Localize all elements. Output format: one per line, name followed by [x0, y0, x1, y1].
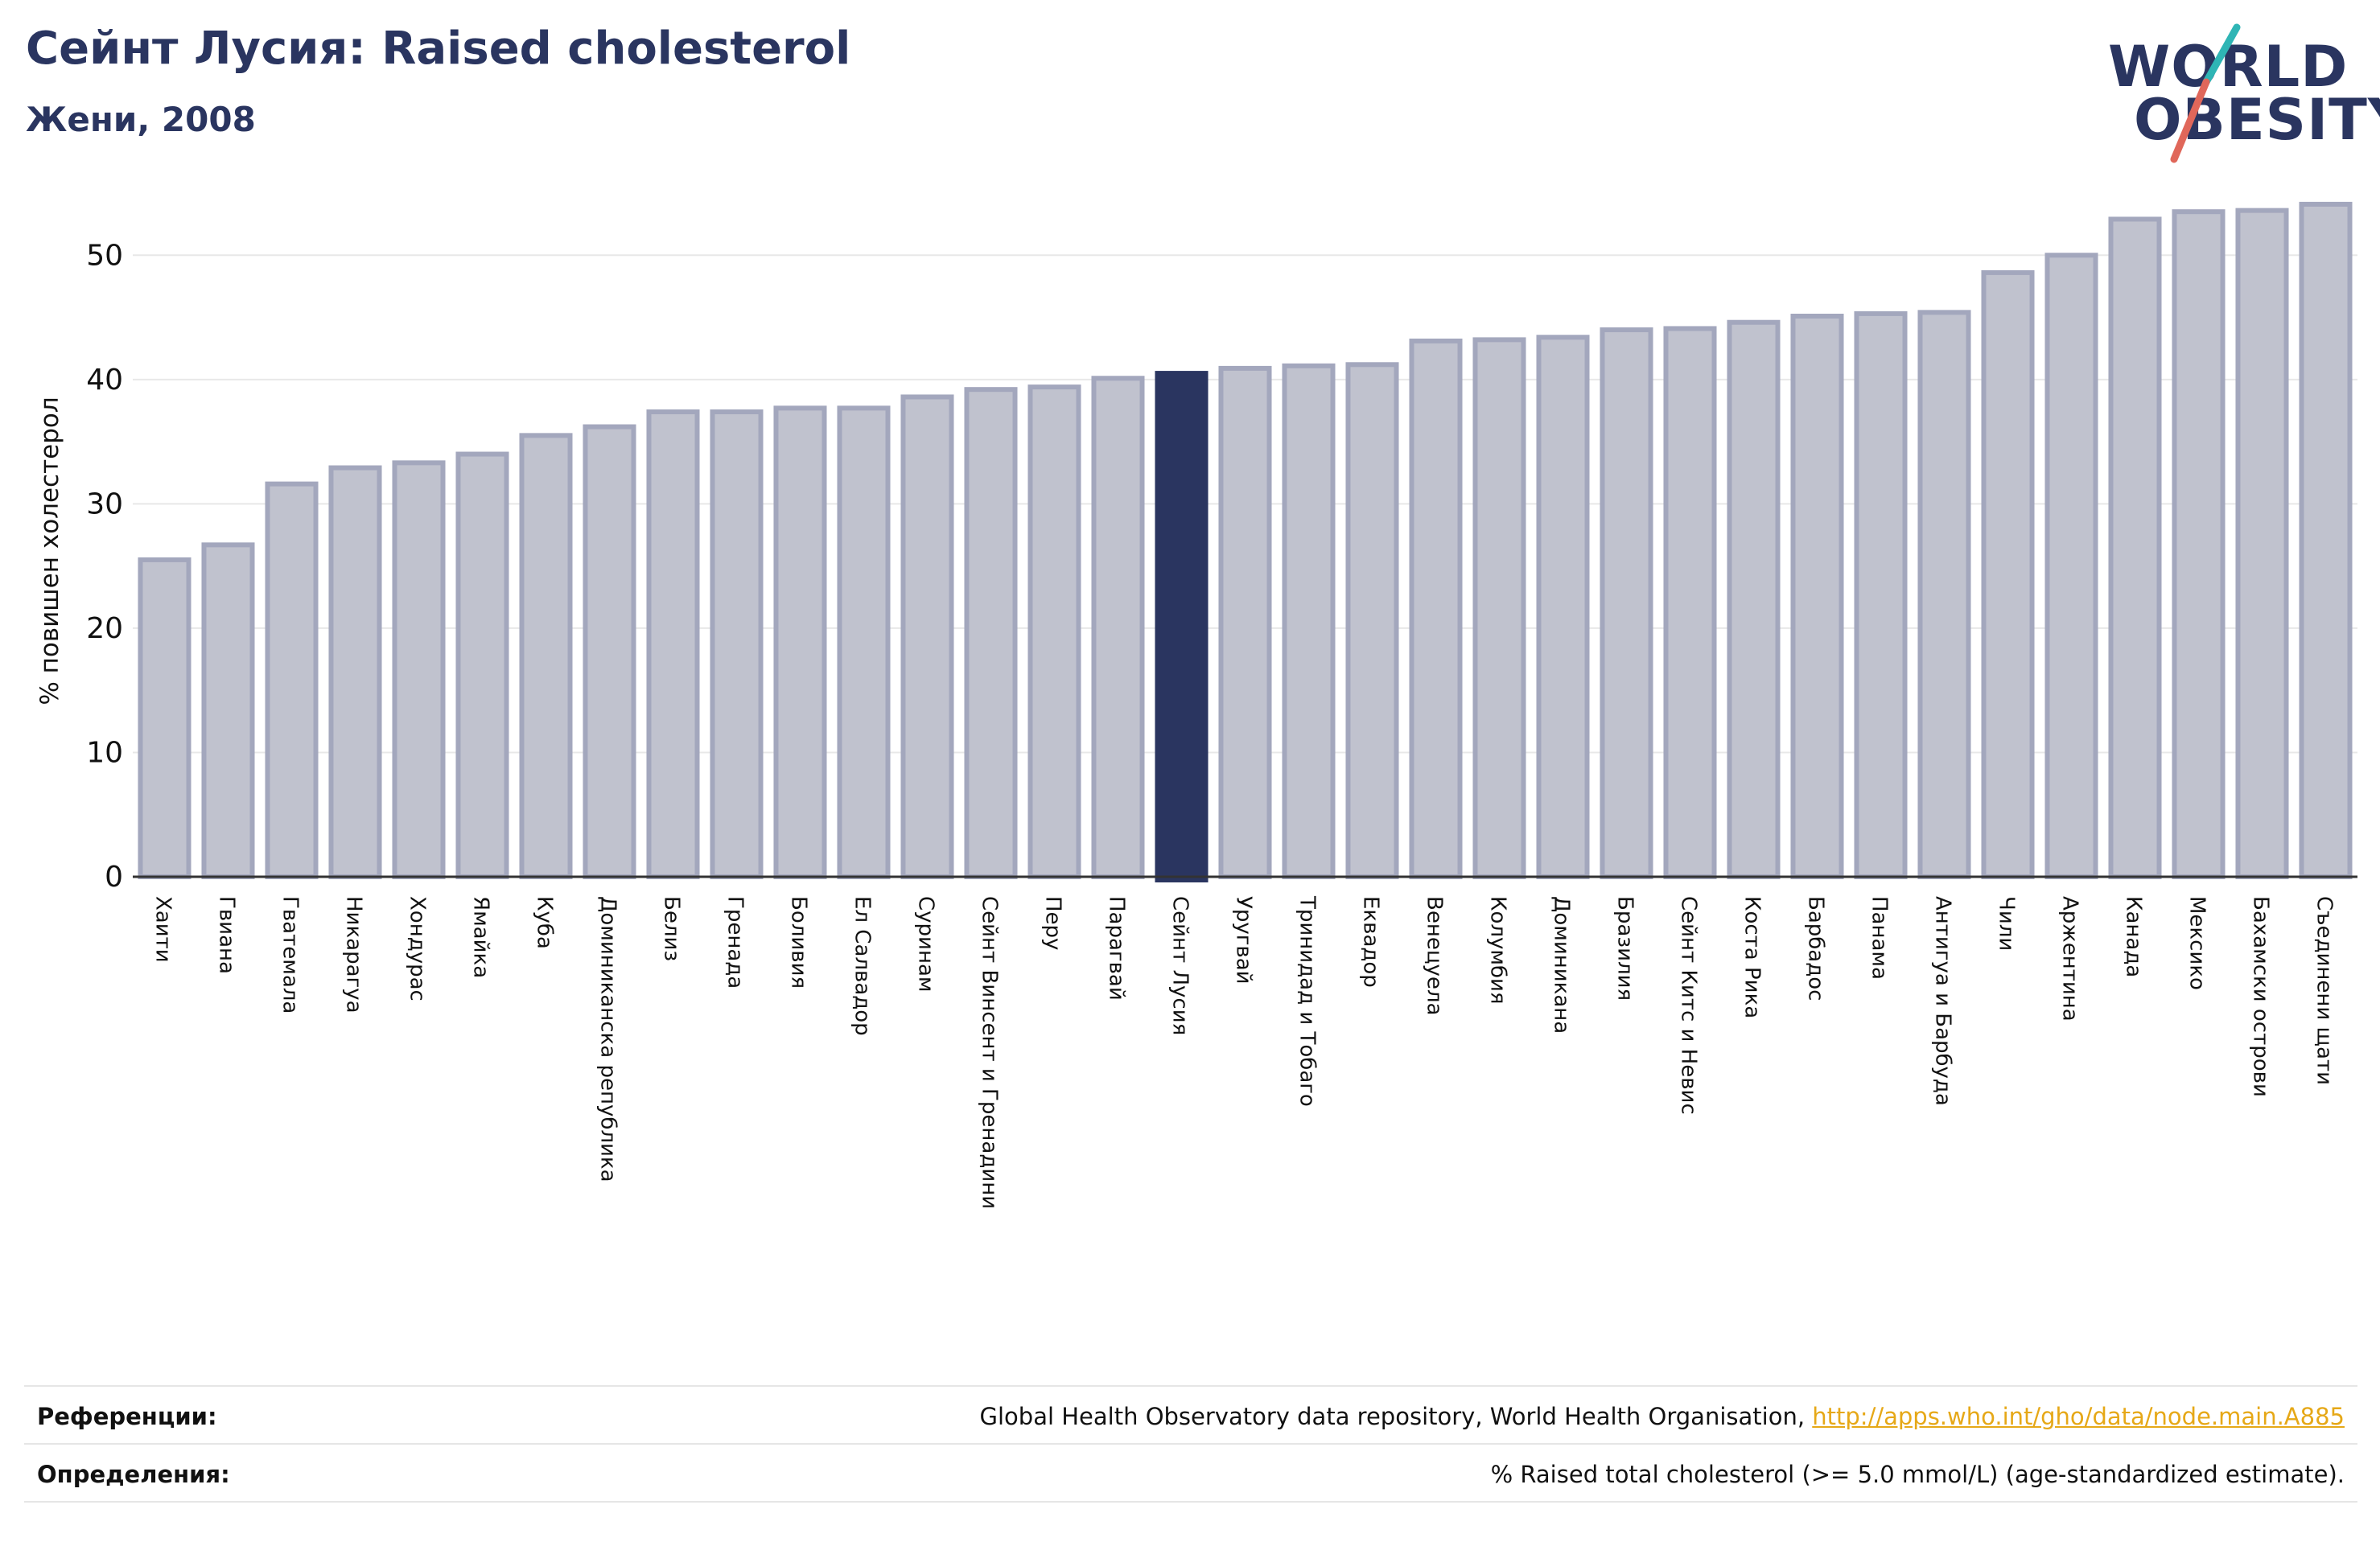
x-tick-label: Коста Рика: [1740, 896, 1764, 1018]
x-tick-label: Колумбия: [1486, 896, 1510, 1005]
x-tick-label: Еквадор: [1359, 896, 1383, 988]
bar: [1409, 338, 1463, 879]
x-tick-label: Гватемала: [278, 896, 303, 1014]
bar: [1917, 310, 1971, 879]
x-tick-label: Боливия: [787, 896, 811, 989]
bar: [328, 465, 382, 880]
x-tick-label: Ямайка: [469, 896, 493, 978]
bar: [1854, 310, 1908, 879]
bar: [1218, 365, 1272, 879]
x-tick-label: Доминиканска република: [596, 896, 620, 1182]
bar: [773, 405, 827, 879]
x-tick-label: Аржентина: [2058, 896, 2082, 1022]
bar: [2172, 209, 2226, 879]
bar: [1091, 376, 1145, 880]
page-subtitle: Жени, 2008: [26, 100, 256, 139]
bar: [455, 451, 509, 879]
x-tick-label: Хондурас: [406, 896, 430, 1001]
y-tick-label: 10: [86, 736, 123, 769]
y-tick-label: 50: [86, 239, 123, 272]
x-tick-label: Антигуа и Барбуда: [1931, 896, 1955, 1106]
bar: [1981, 269, 2035, 879]
bar: [964, 387, 1018, 879]
bar: [2299, 201, 2353, 879]
bar: [392, 460, 446, 879]
x-tick-labels: Хаити Гвиана Гватемала Никарагуа Хондурас Яма…: [151, 895, 2337, 1209]
y-axis-label: % повишен холестерол: [35, 397, 64, 705]
x-tick-label: Бразилия: [1613, 896, 1637, 1001]
x-tick-label: Съединени щати: [2312, 896, 2337, 1085]
x-tick-label: Сейнт Винсент и Гренадини: [978, 896, 1002, 1209]
x-tick-label: Никарагуа: [342, 896, 366, 1014]
x-tick-label: Сейнт Лусия: [1168, 896, 1192, 1035]
bar: [138, 557, 191, 880]
bar-highlighted: [1155, 371, 1209, 883]
x-tick-label: Канада: [2122, 896, 2146, 977]
references-link[interactable]: http://apps.who.int/gho/data/node.main.A…: [1812, 1403, 2345, 1430]
world-obesity-logo: WORLD OBESITY: [2092, 23, 2380, 167]
page-title: Сейнт Лусия: Raised cholesterol: [26, 23, 851, 75]
bar: [1536, 335, 1590, 880]
bar-chart: 0 10 20 30 40 50 Хаити Гвиана Гватемала Никарагу…: [35, 201, 2357, 1209]
bar: [1027, 384, 1081, 880]
x-tick-label: Хаити: [151, 896, 175, 963]
x-tick-label: Сейнт Китс и Невис: [1677, 896, 1701, 1115]
x-tick-label: Бахамски острови: [2249, 896, 2273, 1097]
logo-slash-icon: [2170, 23, 2241, 163]
bar: [837, 405, 891, 879]
x-tick-label: Куба: [533, 896, 557, 949]
x-tick-label: Перу: [1041, 896, 1065, 950]
bar: [710, 409, 764, 879]
y-tick-label: 40: [86, 364, 123, 397]
y-tick-label: 20: [86, 612, 123, 645]
definitions-value: % Raised total cholesterol (>= 5.0 mmol/…: [1490, 1461, 2345, 1488]
bar: [2044, 253, 2098, 880]
y-tick-label: 0: [105, 861, 123, 894]
bar: [646, 409, 700, 879]
x-tick-label: Гренада: [723, 896, 747, 989]
logo-text-obesity: OBESITY: [2134, 87, 2380, 153]
bar: [900, 394, 954, 880]
references-row: Референции: Global Health Observatory da…: [24, 1385, 2357, 1443]
bar: [1345, 362, 1399, 880]
y-tick-label: 30: [86, 487, 123, 520]
bar: [1727, 319, 1781, 879]
x-tick-label: Белиз: [660, 896, 684, 961]
x-tick-label: Барбадос: [1804, 896, 1828, 1001]
bar: [519, 433, 573, 879]
bar: [1790, 314, 1844, 879]
bar: [201, 542, 255, 879]
x-tick-label: Чили: [1995, 896, 2019, 951]
bar: [1472, 337, 1526, 879]
x-tick-label: Уругвай: [1232, 896, 1256, 985]
bar: [265, 481, 319, 879]
x-tick-label: Ел Салвадор: [850, 896, 875, 1036]
bar: [2235, 208, 2289, 879]
x-tick-label: Панама: [1867, 896, 1892, 980]
x-tick-label: Гвиана: [215, 896, 239, 974]
x-tick-label: Венецуела: [1423, 896, 1447, 1015]
x-tick-label: Парагвай: [1105, 896, 1129, 1001]
x-tick-label: Тринидад и Тобаго: [1295, 895, 1320, 1107]
bars: [138, 201, 2353, 883]
bar: [2108, 216, 2162, 880]
references-value: Global Health Observatory data repositor…: [980, 1403, 2345, 1430]
y-tick-labels: 0 10 20 30 40 50: [86, 239, 123, 894]
bar: [1663, 326, 1717, 880]
definitions-row: Определения: % Raised total cholesterol …: [24, 1443, 2357, 1503]
x-tick-label: Суринам: [914, 896, 938, 993]
references-text: Global Health Observatory data repositor…: [979, 1403, 1813, 1430]
bar: [583, 424, 636, 879]
bar: [1282, 363, 1336, 879]
definitions-label: Определения:: [37, 1461, 230, 1488]
references-label: Референции:: [37, 1403, 217, 1430]
x-tick-label: Мексико: [2185, 896, 2209, 990]
x-tick-label: Доминикана: [1550, 896, 1574, 1034]
bar: [1600, 327, 1653, 879]
